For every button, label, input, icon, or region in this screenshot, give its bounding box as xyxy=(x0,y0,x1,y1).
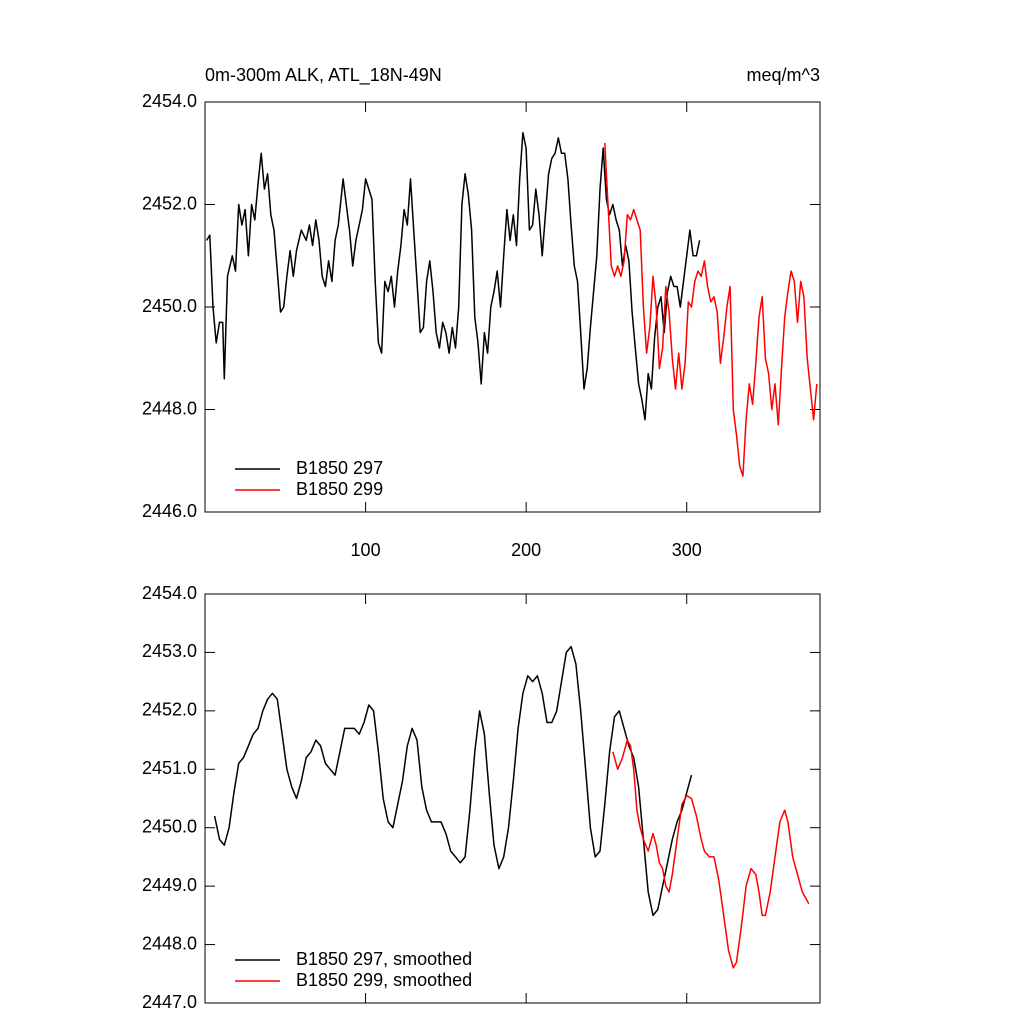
y-tick-label: 2454.0 xyxy=(142,91,197,111)
y-tick-label: 2454.0 xyxy=(142,583,197,603)
chart-title: 0m-300m ALK, ATL_18N-49N xyxy=(205,65,442,86)
series-line xyxy=(612,739,810,969)
units-label: meq/m^3 xyxy=(747,65,820,85)
y-tick-label: 2446.0 xyxy=(142,501,197,521)
y-tick-label: 2450.0 xyxy=(142,816,197,836)
y-tick-label: 2447.0 xyxy=(142,992,197,1012)
y-tick-label: 2451.0 xyxy=(142,758,197,778)
panel: 2447.0 2448.0 2449.0 2450.0 2451.0 2452.0 2453… xyxy=(142,583,821,1012)
x-tick-label: 100 xyxy=(351,540,381,560)
y-tick-label: 2453.0 xyxy=(142,641,197,661)
y-tick-label: 2450.0 xyxy=(142,296,197,316)
legend-label: B1850 299 xyxy=(296,479,383,499)
legend-label: B1850 297 xyxy=(296,458,383,478)
y-tick-label: 2448.0 xyxy=(142,398,197,418)
y-tick-label: 2452.0 xyxy=(142,700,197,720)
plot-frame xyxy=(204,593,821,1004)
panel: 0m-300m ALK, ATL_18N-49N meq/m^3 2446.0 244… xyxy=(142,65,821,560)
series-line xyxy=(205,131,701,421)
y-tick-label: 2452.0 xyxy=(142,193,197,213)
plot-frame xyxy=(204,101,821,513)
series-line xyxy=(604,142,818,477)
y-tick-label: 2448.0 xyxy=(142,933,197,953)
x-tick-label: 300 xyxy=(672,540,702,560)
series-line xyxy=(213,645,693,917)
legend-label: B1850 299, smoothed xyxy=(296,970,472,990)
x-tick-label: 200 xyxy=(511,540,541,560)
legend-label: B1850 297, smoothed xyxy=(296,949,472,969)
y-tick-label: 2449.0 xyxy=(142,875,197,895)
